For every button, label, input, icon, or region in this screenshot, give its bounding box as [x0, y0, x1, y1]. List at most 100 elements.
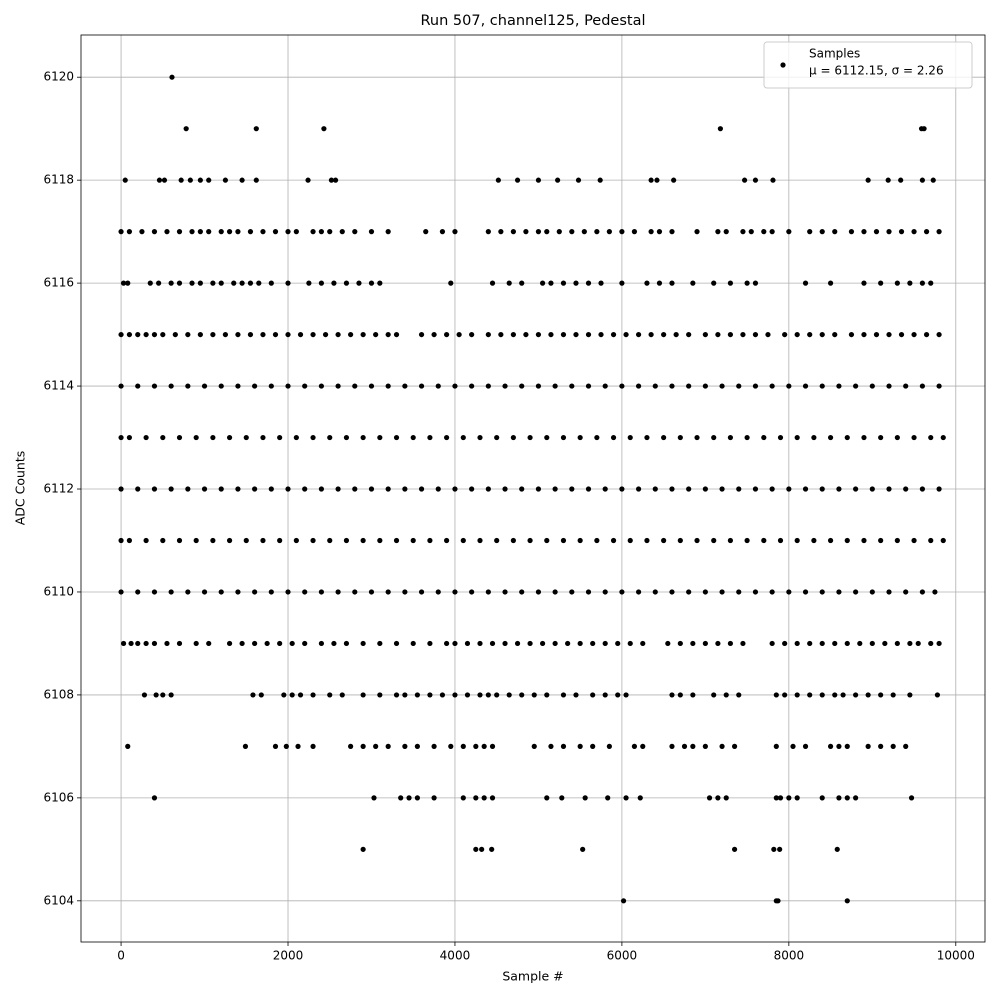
- point: [385, 743, 391, 749]
- point: [744, 280, 750, 286]
- point: [573, 692, 579, 698]
- point: [135, 331, 141, 338]
- point: [602, 692, 608, 698]
- point: [861, 537, 867, 544]
- point: [936, 383, 942, 389]
- point: [147, 280, 153, 286]
- point: [268, 589, 274, 595]
- point: [786, 589, 792, 595]
- point: [619, 589, 625, 595]
- point: [168, 383, 174, 389]
- point: [648, 177, 654, 183]
- point: [715, 640, 721, 647]
- point: [665, 640, 671, 647]
- point: [610, 434, 617, 441]
- point: [802, 280, 809, 286]
- point: [360, 846, 366, 852]
- point: [723, 692, 729, 698]
- point: [844, 537, 850, 544]
- point: [690, 280, 696, 286]
- point: [890, 743, 896, 749]
- point: [727, 331, 734, 338]
- point: [302, 640, 308, 647]
- point: [289, 692, 295, 698]
- point: [844, 434, 850, 441]
- point: [452, 229, 458, 235]
- point: [782, 640, 788, 647]
- point: [118, 229, 124, 235]
- point: [671, 177, 677, 183]
- point: [368, 280, 375, 286]
- point: [606, 743, 612, 749]
- point: [694, 229, 700, 235]
- point: [444, 434, 450, 441]
- point: [410, 537, 416, 544]
- point: [559, 795, 565, 801]
- point: [861, 280, 867, 286]
- point: [834, 846, 840, 852]
- point: [702, 640, 708, 647]
- point: [519, 383, 525, 389]
- point: [327, 537, 333, 544]
- point: [310, 434, 316, 441]
- point: [385, 486, 391, 492]
- point: [197, 331, 203, 338]
- point: [285, 229, 291, 235]
- point: [368, 589, 375, 595]
- point: [519, 486, 525, 492]
- point: [560, 434, 567, 441]
- point: [560, 743, 567, 749]
- point: [252, 640, 258, 647]
- point: [305, 177, 311, 183]
- point: [385, 331, 391, 338]
- point: [272, 331, 279, 338]
- point: [606, 229, 612, 235]
- point: [398, 795, 404, 801]
- point: [598, 280, 604, 286]
- point: [907, 692, 913, 698]
- point: [673, 331, 679, 338]
- point: [919, 383, 925, 389]
- point: [151, 486, 158, 492]
- point: [161, 177, 168, 183]
- point: [844, 898, 850, 904]
- point: [752, 486, 759, 492]
- point: [717, 126, 723, 132]
- point: [844, 640, 850, 647]
- point: [210, 434, 216, 441]
- point: [414, 743, 420, 749]
- point: [193, 434, 199, 441]
- point: [502, 640, 508, 647]
- point: [744, 537, 750, 544]
- point: [156, 177, 163, 183]
- point: [143, 434, 149, 441]
- point: [510, 229, 516, 235]
- point: [120, 640, 127, 647]
- point: [635, 383, 642, 389]
- point: [439, 692, 446, 698]
- point: [335, 331, 341, 338]
- point: [848, 331, 855, 338]
- point: [894, 434, 900, 441]
- point: [414, 692, 420, 698]
- point: [535, 486, 542, 492]
- point: [719, 743, 725, 749]
- point: [885, 177, 891, 183]
- point: [332, 177, 339, 183]
- point: [898, 229, 905, 235]
- point: [727, 434, 734, 441]
- point: [423, 229, 429, 235]
- point: [385, 229, 391, 235]
- point: [176, 537, 183, 544]
- point: [794, 331, 800, 338]
- point: [402, 692, 408, 698]
- point: [819, 692, 825, 698]
- point: [548, 280, 554, 286]
- point: [619, 383, 625, 389]
- y-tick-label: 6120: [43, 70, 74, 84]
- point: [285, 486, 291, 492]
- point: [306, 280, 312, 286]
- point: [736, 589, 742, 595]
- point: [235, 229, 241, 235]
- point: [640, 640, 646, 647]
